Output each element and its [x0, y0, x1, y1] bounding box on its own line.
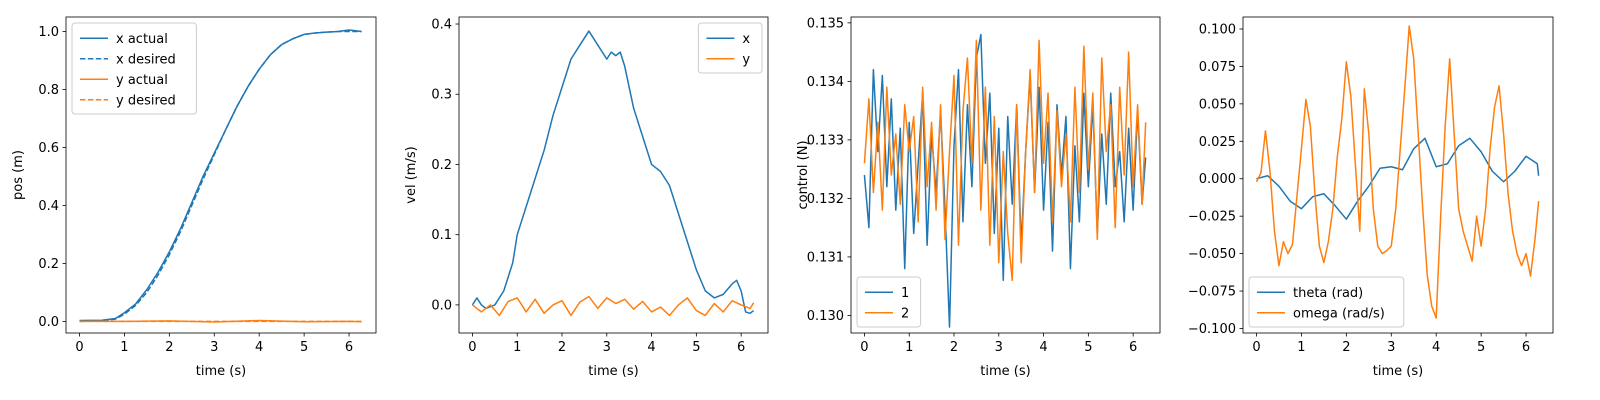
chart-4-x-tick-label: 3 — [1387, 340, 1395, 355]
chart-1-y-tick-label: 0.2 — [38, 257, 59, 272]
chart-3-y-tick-label: 0.133 — [807, 133, 844, 148]
chart-2-legend-label-1: x — [742, 32, 750, 47]
chart-1-x-tick-label: 0 — [75, 340, 83, 355]
chart-1-y-tick-label: 0.8 — [38, 83, 59, 98]
chart-2-x-tick-label: 2 — [558, 340, 566, 355]
chart-1-y-tick-label: 0.4 — [38, 199, 59, 214]
chart-3-x-tick-label: 5 — [1084, 340, 1092, 355]
chart-4-x-axis-label: time (s) — [1373, 364, 1423, 379]
chart-1-y-tick-label: 0.6 — [38, 141, 59, 156]
chart-1-x-tick-label: 4 — [255, 340, 263, 355]
chart-4-x-tick-label: 1 — [1297, 340, 1305, 355]
chart-2-x-tick-label: 3 — [603, 340, 611, 355]
chart-3-x-tick-label: 2 — [950, 340, 958, 355]
chart-1-y-tick-label: 1.0 — [38, 25, 59, 40]
chart-1-legend-label-3: y actual — [116, 73, 168, 88]
chart-3-legend-label-1: 1 — [901, 286, 909, 301]
chart-4-legend: theta (rad) omega (rad/s) — [1248, 276, 1405, 328]
chart-1-y-tick-label: 0.0 — [38, 315, 59, 330]
chart-3-axes-frame — [850, 16, 1161, 334]
chart-4-y-tick-label: 0.075 — [1199, 60, 1236, 75]
chart-1-legend-label-4: y desired — [116, 93, 176, 108]
chart-1-axes-frame — [65, 16, 377, 334]
chart-3: 0 1 2 3 4 5 60.1300.1310.1320.1330.1340.135tim… — [796, 16, 1161, 379]
chart-1-x-tick-label: 5 — [300, 340, 308, 355]
chart-1: 0 1 2 3 4 5 6 0.0 0.2 0.4 0.6 0.8 1.0 time (s) pos (m)… — [11, 16, 377, 379]
chart-3-x-tick-label: 1 — [905, 340, 913, 355]
chart-3-legend: 12 — [856, 276, 922, 328]
chart-4-x-tick-label: 4 — [1432, 340, 1440, 355]
chart-4-legend-label-1: theta (rad) — [1293, 286, 1363, 301]
chart-1-x-tick-label: 3 — [210, 340, 218, 355]
chart-1-x-tick-label: 6 — [345, 340, 353, 355]
chart-1-x-tick-label: 1 — [120, 340, 128, 355]
chart-4-y-tick-label: 0.025 — [1199, 135, 1236, 150]
chart-2-x-tick-label: 6 — [737, 340, 745, 355]
chart-4-legend-box — [1248, 276, 1405, 328]
chart-2-series-line-1 — [471, 30, 755, 315]
chart-3-y-tick-label: 0.130 — [807, 309, 844, 324]
chart-2-x-tick-label: 4 — [647, 340, 655, 355]
chart-2-y-axis-label: vel (m/s) — [404, 146, 419, 203]
chart-3-y-axis-label: control (N) — [796, 140, 811, 209]
chart-2-axes-frame — [458, 16, 769, 334]
chart-1-legend-label-1: x actual — [116, 32, 168, 47]
chart-4-y-tick-label: 0.000 — [1199, 172, 1236, 187]
chart-1-x-tick-label: 2 — [165, 340, 173, 355]
chart-3-y-tick-label: 0.132 — [807, 192, 844, 207]
chart-4-y-tick-label: −0.050 — [1188, 247, 1236, 262]
chart-4-y-tick-label: −0.100 — [1188, 322, 1236, 337]
chart-1-x-axis-label: time (s) — [196, 364, 246, 379]
chart-2: 0 1 2 3 4 5 6 0.0 0.1 0.2 0.3 0.4 time (s) vel (m/s) x… — [404, 16, 769, 379]
chart-4: 0 1 2 3 4 5 6 −0.100 −0.075 −0.050 −0.025 0.000 0.02… — [1188, 16, 1554, 379]
chart-4-x-tick-label: 5 — [1477, 340, 1485, 355]
chart-4-x-tick-label: 6 — [1522, 340, 1530, 355]
chart-3-x-tick-label: 4 — [1039, 340, 1047, 355]
chart-4-x-tick-label: 2 — [1342, 340, 1350, 355]
chart-2-y-tick-label: 0.4 — [431, 18, 452, 33]
chart-2-legend-box — [697, 22, 763, 74]
chart-4-y-tick-label: 0.050 — [1199, 97, 1236, 112]
chart-4-legend-label-2: omega (rad/s) — [1293, 306, 1385, 321]
chart-2-series-line-2 — [471, 295, 755, 317]
chart-3-x-tick-label: 0 — [860, 340, 868, 355]
chart-3-y-tick-label: 0.134 — [807, 75, 844, 90]
chart-2-y-tick-label: 0.2 — [431, 158, 452, 173]
chart-4-axes-frame — [1242, 16, 1554, 334]
chart-3-legend-label-2: 2 — [901, 306, 909, 321]
chart-2-x-axis-label: time (s) — [588, 364, 638, 379]
chart-1-legend-box — [71, 22, 197, 115]
chart-2-y-tick-label: 0.0 — [431, 298, 452, 313]
chart-4-y-tick-label: −0.025 — [1188, 210, 1236, 225]
chart-4-series-line-1 — [1256, 137, 1540, 220]
chart-1-y-axis-label: pos (m) — [11, 150, 26, 200]
chart-3-y-tick-label: 0.131 — [807, 250, 844, 265]
chart-3-series-line-2 — [863, 39, 1147, 282]
chart-3-legend-box — [856, 276, 922, 328]
chart-3-x-axis-label: time (s) — [980, 364, 1030, 379]
chart-2-x-tick-label: 0 — [468, 340, 476, 355]
chart-4-x-tick-label: 0 — [1252, 340, 1260, 355]
chart-4-series-line-2 — [1255, 25, 1540, 319]
chart-3-x-tick-label: 6 — [1129, 340, 1137, 355]
chart-2-y-tick-label: 0.3 — [431, 88, 452, 103]
chart-1-legend: x actual x desired y actual y desired — [71, 22, 197, 115]
chart-2-legend-label-2: y — [742, 52, 750, 67]
chart-2-x-tick-label: 5 — [692, 340, 700, 355]
chart-4-y-tick-label: 0.100 — [1199, 22, 1236, 37]
chart-2-y-tick-label: 0.1 — [431, 228, 452, 243]
chart-1-series-line-2 — [79, 30, 362, 323]
chart-1-legend-label-2: x desired — [116, 52, 176, 67]
chart-4-y-tick-label: −0.075 — [1188, 285, 1236, 300]
chart-2-x-tick-label: 1 — [513, 340, 521, 355]
chart-2-legend: xy — [697, 22, 763, 74]
chart-3-y-tick-label: 0.135 — [807, 16, 844, 31]
chart-3-x-tick-label: 3 — [995, 340, 1003, 355]
